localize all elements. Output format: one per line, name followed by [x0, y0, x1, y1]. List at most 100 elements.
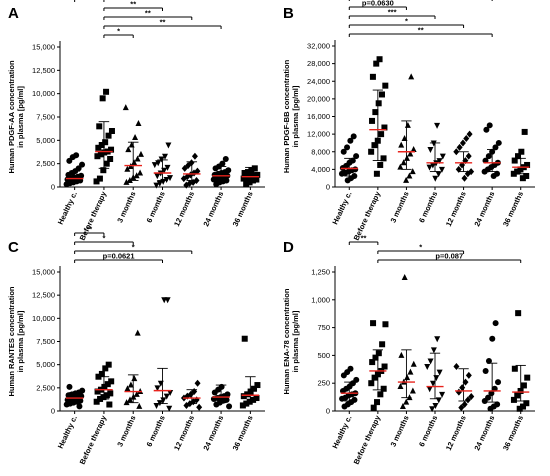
data-point: [108, 146, 115, 153]
significance-label: **: [130, 0, 136, 9]
x-tick-label: 36 months: [501, 414, 525, 452]
panel-label: A: [8, 5, 19, 22]
data-point: [371, 374, 378, 381]
data-point: [492, 144, 499, 151]
data-point: [488, 390, 495, 397]
x-tick-label: 3 months: [388, 414, 410, 448]
x-tick-label: Healthy c.: [330, 190, 353, 226]
panel-label: D: [283, 239, 294, 256]
y-tick-label: 750: [317, 323, 330, 332]
data-point: [102, 365, 109, 372]
data-point: [154, 385, 161, 392]
significance-label: **: [361, 234, 367, 243]
data-point: [424, 364, 431, 371]
panel-label: C: [8, 239, 19, 256]
data-point: [492, 320, 499, 327]
data-point: [381, 124, 388, 131]
data-point: [485, 394, 492, 401]
data-point: [126, 396, 133, 403]
data-point: [123, 399, 130, 406]
data-point: [429, 406, 436, 413]
data-point: [434, 336, 441, 343]
y-tick-label: 1,000: [311, 295, 330, 304]
data-point: [429, 162, 436, 169]
data-point: [153, 182, 160, 189]
data-point: [352, 166, 359, 173]
y-axis-label-line: in plasma [pg/ml]: [291, 310, 300, 372]
data-point: [194, 167, 201, 175]
data-point: [163, 393, 170, 400]
data-point: [107, 390, 114, 397]
data-point: [131, 159, 138, 166]
data-point: [191, 152, 198, 160]
data-point: [426, 164, 433, 171]
data-point: [100, 167, 107, 174]
y-tick-label: 10,000: [32, 314, 55, 323]
x-tick-label: Before therapy: [352, 189, 383, 242]
data-point: [515, 310, 522, 317]
data-point: [432, 402, 439, 409]
data-point: [510, 396, 517, 403]
data-point: [379, 341, 386, 348]
data-point: [127, 381, 134, 388]
significance-label: *: [117, 27, 120, 36]
x-tick-label: Before therapy: [352, 413, 383, 466]
x-tick-label: 6 months: [417, 414, 439, 448]
data-point: [246, 179, 253, 186]
data-point: [79, 387, 86, 394]
x-tick-label: 36 months: [231, 190, 255, 228]
y-tick-label: 20,000: [307, 94, 330, 103]
data-point: [248, 167, 255, 174]
data-point: [125, 146, 132, 153]
data-point: [524, 161, 531, 168]
data-point: [430, 347, 437, 354]
data-point: [95, 144, 102, 151]
y-tick-label: 16,000: [307, 112, 330, 121]
data-point: [397, 163, 404, 170]
data-point: [253, 395, 260, 402]
significance-label: *: [132, 243, 135, 252]
data-point: [426, 386, 433, 393]
data-point: [374, 399, 381, 406]
data-point: [410, 146, 417, 153]
data-point: [98, 142, 105, 148]
data-point: [353, 153, 360, 160]
data-point: [165, 142, 172, 149]
data-point: [373, 170, 380, 177]
y-axis-label-line: Human PDGF-AA concentration: [7, 60, 16, 173]
data-point: [438, 166, 445, 173]
x-tick-label: 3 months: [115, 190, 137, 224]
data-point: [107, 156, 114, 162]
y-tick-label: 8,000: [311, 147, 330, 156]
data-point: [482, 367, 489, 374]
data-point: [134, 329, 141, 336]
data-point: [406, 172, 413, 179]
y-tick-label: 0: [326, 183, 330, 192]
data-point: [453, 363, 460, 371]
data-point: [244, 169, 251, 176]
data-point: [137, 150, 144, 157]
data-point: [347, 365, 354, 372]
data-point: [453, 148, 460, 156]
data-point: [73, 152, 80, 159]
data-point: [495, 379, 502, 386]
data-point: [463, 135, 470, 143]
significance-label: p=0.0621: [103, 252, 135, 261]
data-point: [406, 394, 413, 401]
data-point: [351, 396, 358, 403]
data-point: [166, 175, 173, 182]
data-point: [404, 121, 411, 128]
y-axis-label-line: Human RANTES concentration: [7, 286, 16, 396]
x-tick-label: 24 months: [472, 190, 496, 228]
data-point: [400, 159, 407, 166]
x-tick-label: 12 months: [444, 190, 468, 228]
data-point: [482, 157, 489, 164]
data-point: [495, 139, 502, 146]
significance-label: *: [405, 17, 408, 26]
x-tick-label: Healthy c.: [56, 190, 79, 226]
significance-label: **: [86, 225, 92, 234]
x-tick-label: 6 months: [145, 414, 167, 448]
data-point: [485, 357, 492, 364]
data-point: [468, 168, 475, 176]
x-tick-label: 36 months: [501, 190, 525, 228]
